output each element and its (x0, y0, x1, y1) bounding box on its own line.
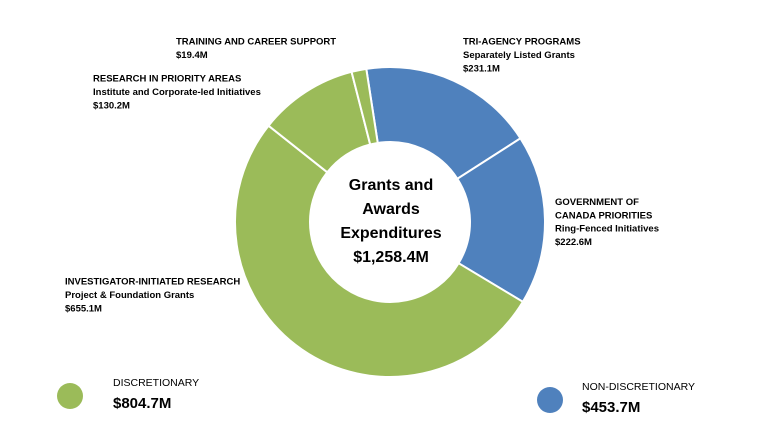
slice-subtitle: Project & Foundation Grants (65, 290, 194, 301)
legend-total: $804.7M (113, 395, 171, 412)
slice-value-label: $19.4M (176, 50, 208, 61)
slice-value-label: $655.1M (65, 304, 102, 315)
legend-swatch (57, 383, 83, 409)
slice-label: INVESTIGATOR-INITIATED RESEARCH (65, 277, 240, 288)
slice-label: RESEARCH IN PRIORITY AREAS (93, 74, 241, 85)
legend-name: NON-DISCRETIONARY (582, 381, 695, 393)
center-value: $1,258.4M (353, 249, 429, 266)
slice-subtitle: Ring-Fenced Initiatives (555, 224, 659, 235)
donut-slice (455, 136, 546, 304)
slice-subtitle: Separately Listed Grants (463, 50, 575, 61)
legend-total: $453.7M (582, 399, 640, 416)
center-title: Grants and (349, 177, 433, 194)
slice-label: TRAINING AND CAREER SUPPORT (176, 37, 336, 48)
slice-value-label: $130.2M (93, 101, 130, 112)
slice-label-line: GOVERNMENT OF (555, 197, 639, 208)
legend-swatch (537, 387, 563, 413)
slice-value-label: $231.1M (463, 64, 500, 75)
donut-slice (350, 67, 379, 146)
slice-label: TRI-AGENCY PROGRAMS (463, 37, 581, 48)
slice-value-label: $222.6M (555, 237, 592, 248)
center-title: Expenditures (340, 225, 441, 242)
legend-name: DISCRETIONARY (113, 377, 199, 389)
slice-label-line: CANADA PRIORITIES (555, 210, 652, 221)
donut-slice (365, 66, 522, 181)
donut-slice (234, 124, 525, 378)
slice-label: GOVERNMENT OF CANADA PRIORITIES (555, 197, 652, 222)
center-title: Awards (362, 201, 420, 218)
slice-subtitle: Institute and Corporate-led Initiatives (93, 87, 261, 98)
